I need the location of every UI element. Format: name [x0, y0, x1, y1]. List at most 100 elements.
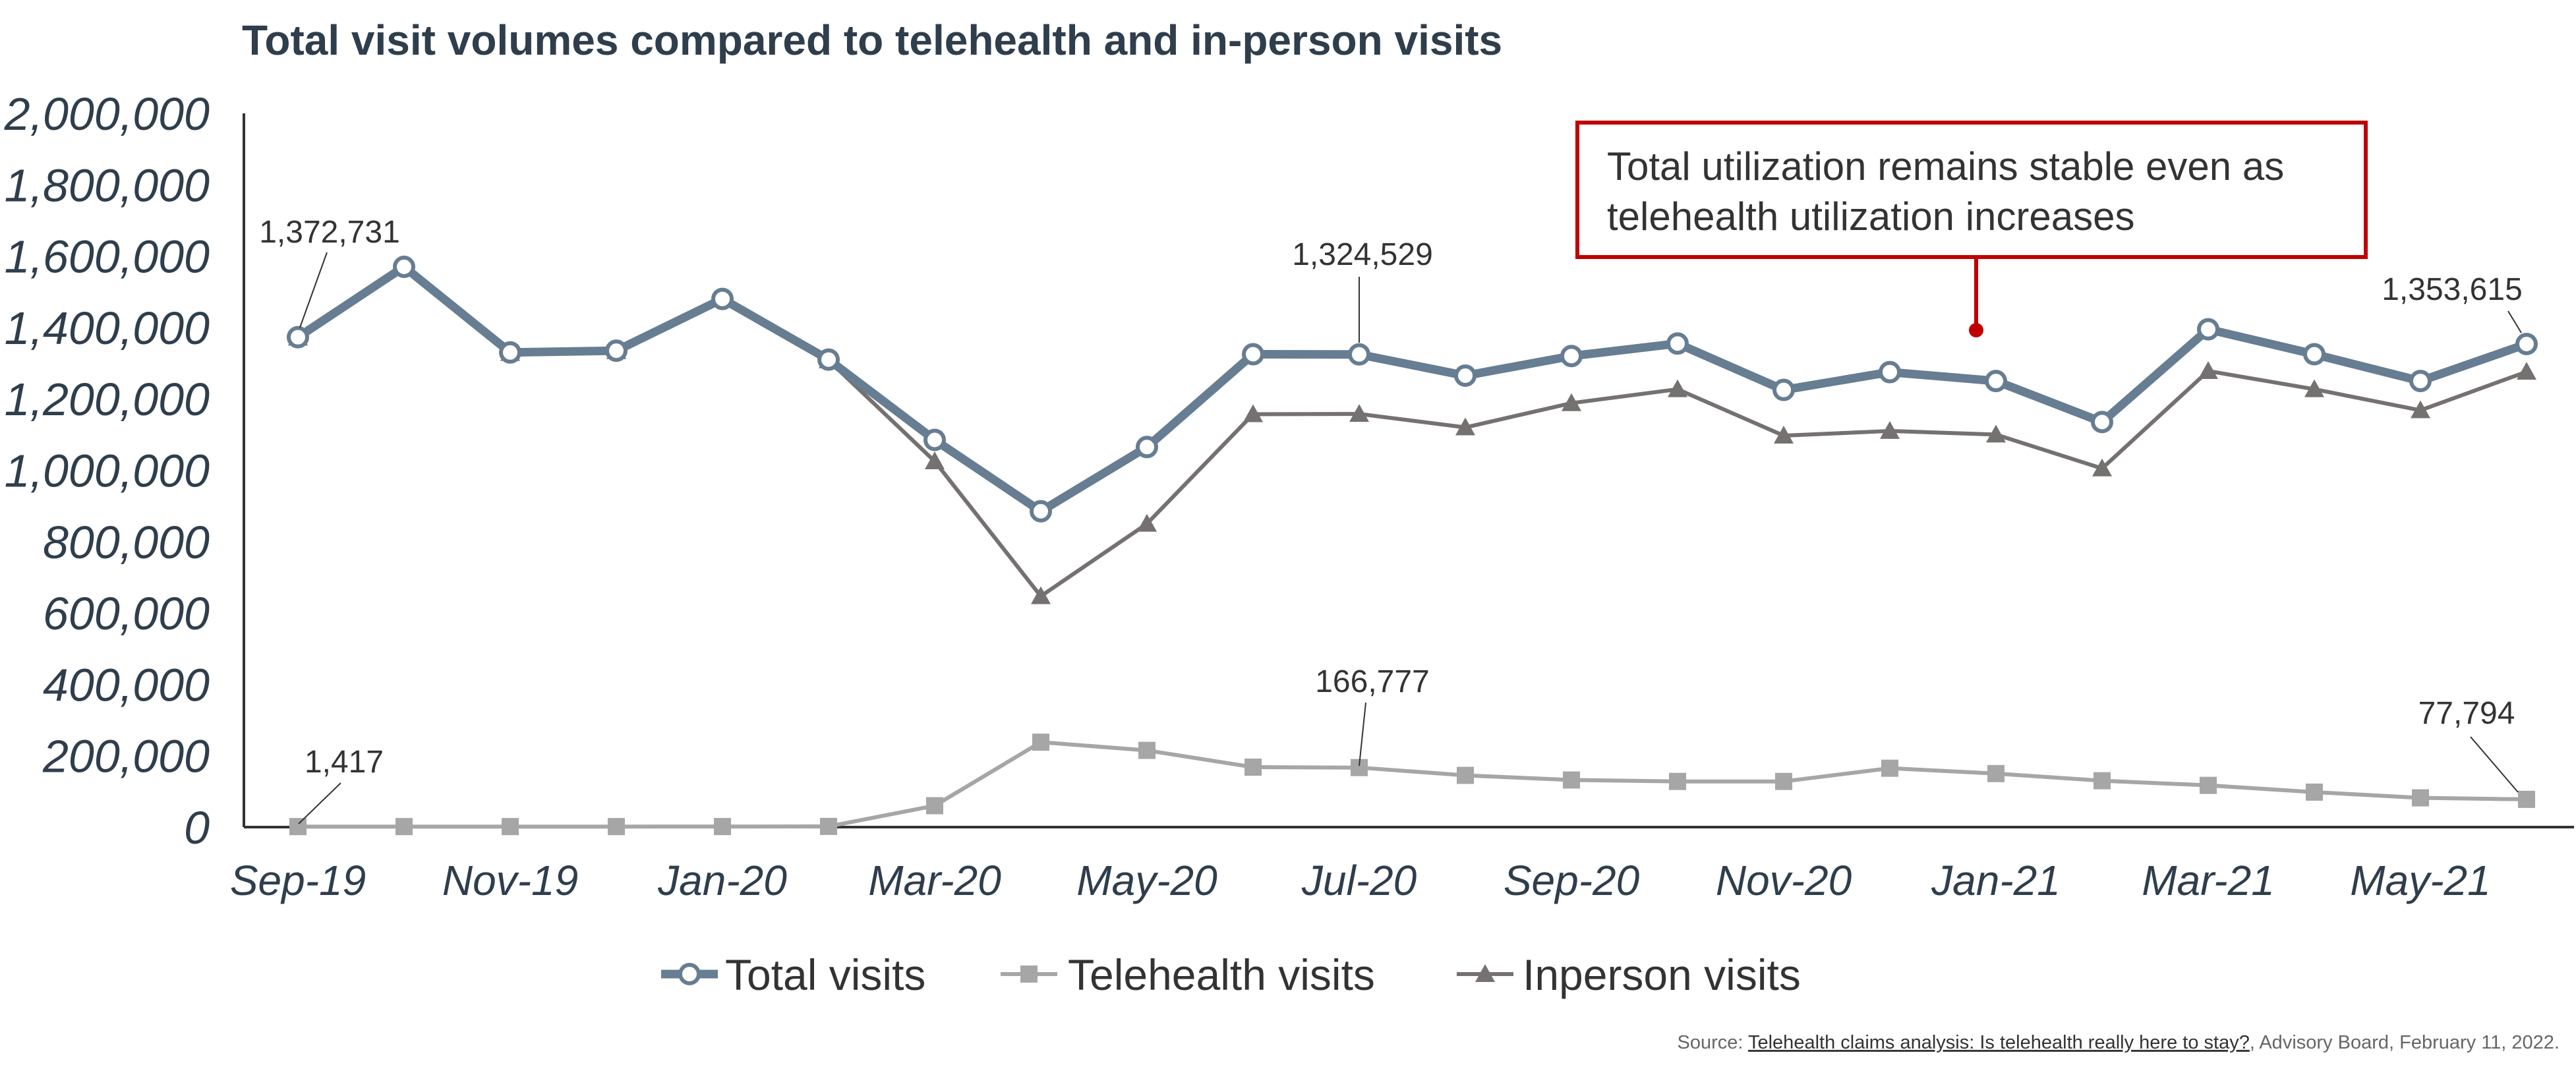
x-tick-label: Sep-19 — [230, 857, 366, 904]
legend-item-telehealth-visits: Telehealth visits — [1001, 950, 1375, 999]
series-line — [295, 262, 2529, 516]
series-line — [297, 740, 2527, 829]
data-point — [608, 818, 625, 836]
data-point — [1880, 420, 1900, 439]
data-label: 1,324,529 — [1292, 237, 1433, 272]
x-tick-label: May-21 — [2350, 857, 2490, 904]
data-point — [1454, 364, 1477, 388]
data-point — [1136, 436, 1158, 459]
data-point — [1666, 332, 1689, 355]
series-inperson-visits — [288, 257, 2536, 604]
data-point — [605, 339, 628, 362]
source-link[interactable]: Telehealth claims analysis: Is telehealt… — [1748, 1032, 2250, 1053]
data-point — [2518, 790, 2535, 808]
y-tick-label: 1,400,000 — [5, 303, 210, 354]
y-tick-label: 1,200,000 — [5, 374, 210, 425]
data-point — [1030, 500, 1052, 523]
data-point — [1349, 404, 1369, 422]
data-label: 77,794 — [2418, 696, 2515, 731]
data-point — [1668, 379, 1687, 397]
x-tick-label: Nov-20 — [1716, 857, 1852, 904]
legend-item-inperson-visits: Inperson visits — [1457, 950, 1801, 999]
data-point — [817, 348, 840, 371]
data-point — [1774, 425, 1794, 444]
data-point — [2517, 362, 2536, 380]
source-suffix: , Advisory Board, February 11, 2022. — [2250, 1032, 2560, 1053]
data-point — [1879, 360, 1901, 384]
data-point — [395, 818, 413, 836]
data-point — [2515, 333, 2538, 356]
source-prefix: Source: — [1678, 1032, 1748, 1053]
data-point — [1137, 513, 1157, 532]
data-point — [1560, 345, 1583, 368]
data-point — [820, 817, 837, 835]
x-tick-label: Sep-20 — [1504, 857, 1640, 904]
series-total-visits — [287, 255, 2538, 523]
x-tick-label: Jan-20 — [657, 857, 787, 904]
data-point — [2304, 379, 2324, 397]
data-label-leader — [299, 252, 328, 328]
data-label-leader — [1359, 702, 1366, 766]
data-point — [1243, 404, 1263, 422]
data-point — [2093, 772, 2111, 790]
legend-marker — [1475, 964, 1495, 982]
legend: Total visits Telehealth visits Inperson vi… — [661, 950, 1801, 999]
series-layer — [287, 255, 2538, 836]
y-tick-label: 1,000,000 — [5, 446, 210, 497]
data-point — [1348, 343, 1370, 366]
series-line — [297, 265, 2528, 598]
data-point — [2412, 789, 2429, 807]
legend-marker — [678, 963, 701, 985]
data-point — [1562, 393, 1581, 411]
data-point — [714, 818, 731, 836]
data-label-leader — [2507, 310, 2522, 333]
x-tick-label: Mar-21 — [2142, 857, 2275, 904]
data-point — [2198, 360, 2218, 379]
x-tick-label: Mar-20 — [868, 857, 1001, 904]
data-point — [499, 341, 521, 364]
data-point — [1985, 370, 2007, 393]
legend-label: Telehealth visits — [1068, 950, 1375, 999]
y-tick-label: 400,000 — [43, 659, 210, 710]
data-point — [1242, 343, 1264, 366]
legend-label: Inperson visits — [1523, 950, 1801, 999]
callout-box — [1575, 121, 2368, 259]
data-label: 1,372,731 — [259, 215, 400, 250]
data-point — [1031, 586, 1051, 604]
data-label-leader — [2470, 736, 2519, 793]
x-tick-label: Jan-21 — [1931, 857, 2061, 904]
data-point — [711, 287, 734, 310]
legend-item-total-visits: Total visits — [661, 950, 925, 999]
data-point — [926, 797, 943, 815]
data-point — [2411, 400, 2430, 418]
x-axis-ticks: Sep-19 Nov-19 Jan-20 Mar-20 May-20 Jul-20 Sep-… — [230, 857, 2491, 904]
data-point — [1986, 424, 2006, 443]
data-point — [2092, 458, 2112, 476]
data-point — [2200, 776, 2217, 794]
y-tick-label: 800,000 — [43, 517, 210, 568]
data-label: 1,417 — [305, 745, 384, 780]
data-point — [1881, 759, 1898, 777]
data-label-leader — [298, 782, 341, 824]
callout-pointer-dot — [1969, 323, 1983, 337]
data-point — [1772, 378, 1795, 401]
y-tick-label: 0 — [184, 802, 210, 853]
x-tick-label: Jul-20 — [1301, 857, 1417, 904]
data-point — [1455, 417, 1475, 436]
source-note: Source: Telehealth claims analysis: Is t… — [1678, 1032, 2560, 1053]
series-telehealth-visits — [289, 734, 2535, 836]
callout: Total utilization remains stable even as… — [1575, 121, 2368, 337]
data-point — [287, 326, 309, 349]
callout-line-1: Total utilization remains stable even as — [1607, 144, 2284, 188]
chart-title: Total visit volumes compared to teleheal… — [242, 16, 1502, 64]
callout-line-2: telehealth utilization increases — [1607, 194, 2134, 239]
y-tick-label: 2,000,000 — [4, 88, 210, 140]
data-point — [925, 451, 945, 469]
data-label: 166,777 — [1315, 664, 1430, 699]
data-label: 1,353,615 — [2382, 272, 2523, 307]
data-point — [502, 818, 519, 836]
data-point — [393, 255, 415, 278]
data-point — [289, 818, 307, 836]
y-tick-label: 600,000 — [43, 588, 210, 639]
